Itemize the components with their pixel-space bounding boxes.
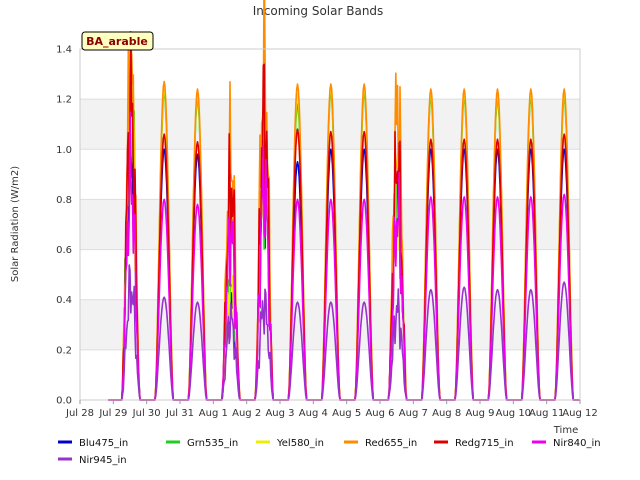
y-tick-label: 1.0 <box>56 145 72 156</box>
y-tick-label: 0.4 <box>56 295 72 306</box>
y-axis-label: Solar Radiation (W/m2) <box>10 166 21 282</box>
legend-label: Nir840_in <box>553 438 601 449</box>
legend-label: Nir945_in <box>79 455 127 466</box>
plot-frame <box>79 48 581 401</box>
x-tick-label: Jul 31 <box>165 408 194 419</box>
y-tick-label: 0.0 <box>56 396 72 407</box>
x-tick-label: Aug 9 <box>465 408 494 419</box>
x-tick-label: Jul 29 <box>98 408 127 419</box>
x-tick-label: Aug 11 <box>529 408 564 419</box>
legend-item-nir840_in: Nir840_in <box>532 438 601 449</box>
x-axis-label: Time <box>553 425 578 436</box>
x-tick-label: Aug 6 <box>365 408 394 419</box>
legend-item-grn535_in: Grn535_in <box>166 438 238 449</box>
legend-item-yel580_in: Yel580_in <box>256 438 324 449</box>
y-tick-label: 0.8 <box>56 195 72 206</box>
legend-item-redg715_in: Redg715_in <box>434 438 514 449</box>
site-badge-label: BA_arable <box>86 35 148 48</box>
x-tick-label: Aug 5 <box>332 408 361 419</box>
legend-item-blu475_in: Blu475_in <box>58 438 128 449</box>
x-tick-label: Aug 4 <box>299 408 328 419</box>
axes-layer: 0.0 0.2 0.4 0.6 0.8 1.0 1.2 1.4 Jul 28 Jul 29 Jul … <box>56 45 598 420</box>
x-tick-label: Aug 2 <box>232 408 261 419</box>
site-badge-box <box>81 31 154 51</box>
x-tick-label: Aug 12 <box>562 408 597 419</box>
legend-item-red655_in: Red655_in <box>344 438 417 449</box>
y-tick-label: 1.4 <box>56 45 72 56</box>
legend-label: Yel580_in <box>276 438 324 449</box>
x-tick-label: Aug 10 <box>496 408 531 419</box>
x-tick-label: Aug 8 <box>432 408 461 419</box>
y-tick-label: 1.2 <box>56 95 72 106</box>
y-tick-label: 0.2 <box>56 345 72 356</box>
chart-title: Incoming Solar Bands <box>253 4 384 18</box>
legend-label: Blu475_in <box>79 438 128 449</box>
x-tick-label: Aug 1 <box>199 408 228 419</box>
legend-label: Redg715_in <box>455 438 514 449</box>
x-tick-label: Jul 30 <box>132 408 161 419</box>
legend-item-nir945_in: Nir945_in <box>58 455 127 466</box>
legend-label: Grn535_in <box>187 438 238 449</box>
site-badge: BA_arable <box>81 31 154 51</box>
x-tick-label: Jul 28 <box>65 408 94 419</box>
legend: Blu475_in Grn535_in Yel580_in Red655_in Redg… <box>58 438 601 466</box>
y-tick-label: 0.6 <box>56 245 72 256</box>
x-tick-label: Aug 3 <box>265 408 294 419</box>
legend-label: Red655_in <box>365 438 417 449</box>
x-tick-label: Aug 7 <box>399 408 428 419</box>
